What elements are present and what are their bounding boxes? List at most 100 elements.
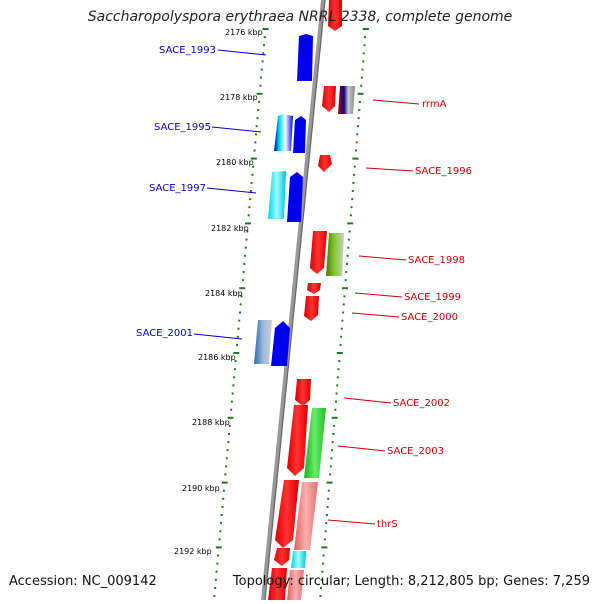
minor-tick [342,311,345,314]
kbp-label: 2192 kbp [174,547,212,556]
minor-tick [346,254,349,257]
minor-tick [321,570,324,573]
minor-tick [336,376,339,379]
gene-SACE_1996[interactable] [318,155,332,172]
minor-tick [349,214,352,217]
callout-line [217,49,267,56]
minor-tick [334,408,337,411]
minor-tick [231,392,234,395]
kbp-label: 2176 kbp [225,28,263,37]
gene-label-right[interactable]: SACE_2000 [401,312,458,323]
callout-line [206,187,257,194]
gene-label-left[interactable]: SACE_1993 [159,45,216,56]
gene-thrS[interactable] [294,482,318,550]
major-tick [256,92,263,95]
minor-tick [244,246,247,249]
gene-SACE_2001-stripe[interactable] [254,320,272,364]
gene-bottom-red-2[interactable] [268,568,287,600]
minor-tick [353,165,356,168]
gene-bottom-red-1[interactable] [274,548,290,566]
minor-tick [363,44,366,47]
gene-label-left[interactable]: SACE_1995 [154,122,211,133]
minor-tick [236,335,239,338]
forward-strand-features [268,0,355,600]
major-tick [215,546,222,549]
gene-label-right[interactable]: SACE_2002 [393,398,450,409]
genome-backbone-shade [264,0,326,601]
minor-tick [329,473,332,476]
minor-tick [331,449,334,452]
minor-tick [222,489,225,492]
gene-bottom-cyan[interactable] [291,551,306,568]
major-tick [326,481,333,484]
minor-tick [244,254,247,257]
minor-tick [344,279,347,282]
minor-tick [259,84,262,87]
minor-tick [255,133,257,136]
gene-SACE_2003[interactable] [304,408,326,478]
minor-tick [233,368,236,371]
minor-tick [242,271,245,273]
gene-bottom-pink[interactable] [287,570,304,600]
minor-tick [360,76,363,79]
kbp-label: 2188 kbp [192,418,230,427]
gene-rrmA-red[interactable] [322,86,336,112]
gene-label-right[interactable]: SACE_1998 [408,255,465,266]
minor-tick [227,441,230,444]
gene-SACE_2003-red[interactable] [287,405,308,476]
minor-tick [361,68,364,71]
gene-SACE_1998-red[interactable] [310,231,327,274]
minor-tick [327,497,330,500]
gene-SACE_1998[interactable] [326,233,344,276]
gene-SACE_1999[interactable] [307,283,321,294]
minor-tick [356,133,359,136]
minor-tick [340,335,343,338]
gene-thrS-red[interactable] [275,480,299,548]
gene-SACE_2001[interactable] [271,321,290,366]
kbp-label: 2180 kbp [216,158,254,167]
gene-label-right[interactable]: SACE_1999 [404,292,461,303]
minor-tick [260,68,263,71]
callout-line [193,333,243,340]
major-tick [245,222,251,225]
minor-tick [338,360,341,363]
minor-tick [245,238,248,241]
minor-tick [262,52,265,55]
minor-tick [239,303,242,306]
callout-line [327,519,376,525]
minor-tick [261,60,264,63]
gene-label-right[interactable]: SACE_2003 [387,446,444,457]
gene-label-left[interactable]: SACE_1997 [149,183,206,194]
minor-tick [228,424,231,427]
right-labels: rrmA SACE_1996 SACE_1998 SACE_1999 SACE_… [377,99,472,530]
gene-SACE_2002[interactable] [295,379,311,406]
minor-tick [253,149,256,152]
major-tick [227,416,234,419]
topology-text: Topology: circular; Length: 8,212,805 bp… [232,574,590,589]
gene-SACE_1997[interactable] [287,172,303,222]
minor-tick [222,497,225,500]
gene-label-right[interactable]: thrS [377,519,398,530]
gene-SACE_1995[interactable] [293,116,306,153]
minor-tick [218,538,221,541]
major-tick [233,352,240,354]
minor-tick [351,198,354,201]
minor-tick [339,343,342,346]
gene-rrmA[interactable] [338,86,355,114]
gene-label-left[interactable]: SACE_2001 [136,328,193,339]
minor-tick [332,433,335,435]
gene-top-edge[interactable] [328,0,342,31]
gene-SACE_2000[interactable] [304,296,319,321]
gene-SACE_1995-stripe[interactable] [274,114,293,151]
minor-tick [243,262,246,265]
major-tick [250,157,257,160]
callout-line [351,312,400,318]
callout-line [372,99,420,105]
minor-tick [237,327,240,330]
gene-SACE_1993[interactable] [297,34,313,81]
gene-SACE_1997-cyan[interactable] [268,171,286,219]
gene-label-right[interactable]: SACE_1996 [415,166,472,177]
gene-label-right[interactable]: rrmA [422,99,447,110]
